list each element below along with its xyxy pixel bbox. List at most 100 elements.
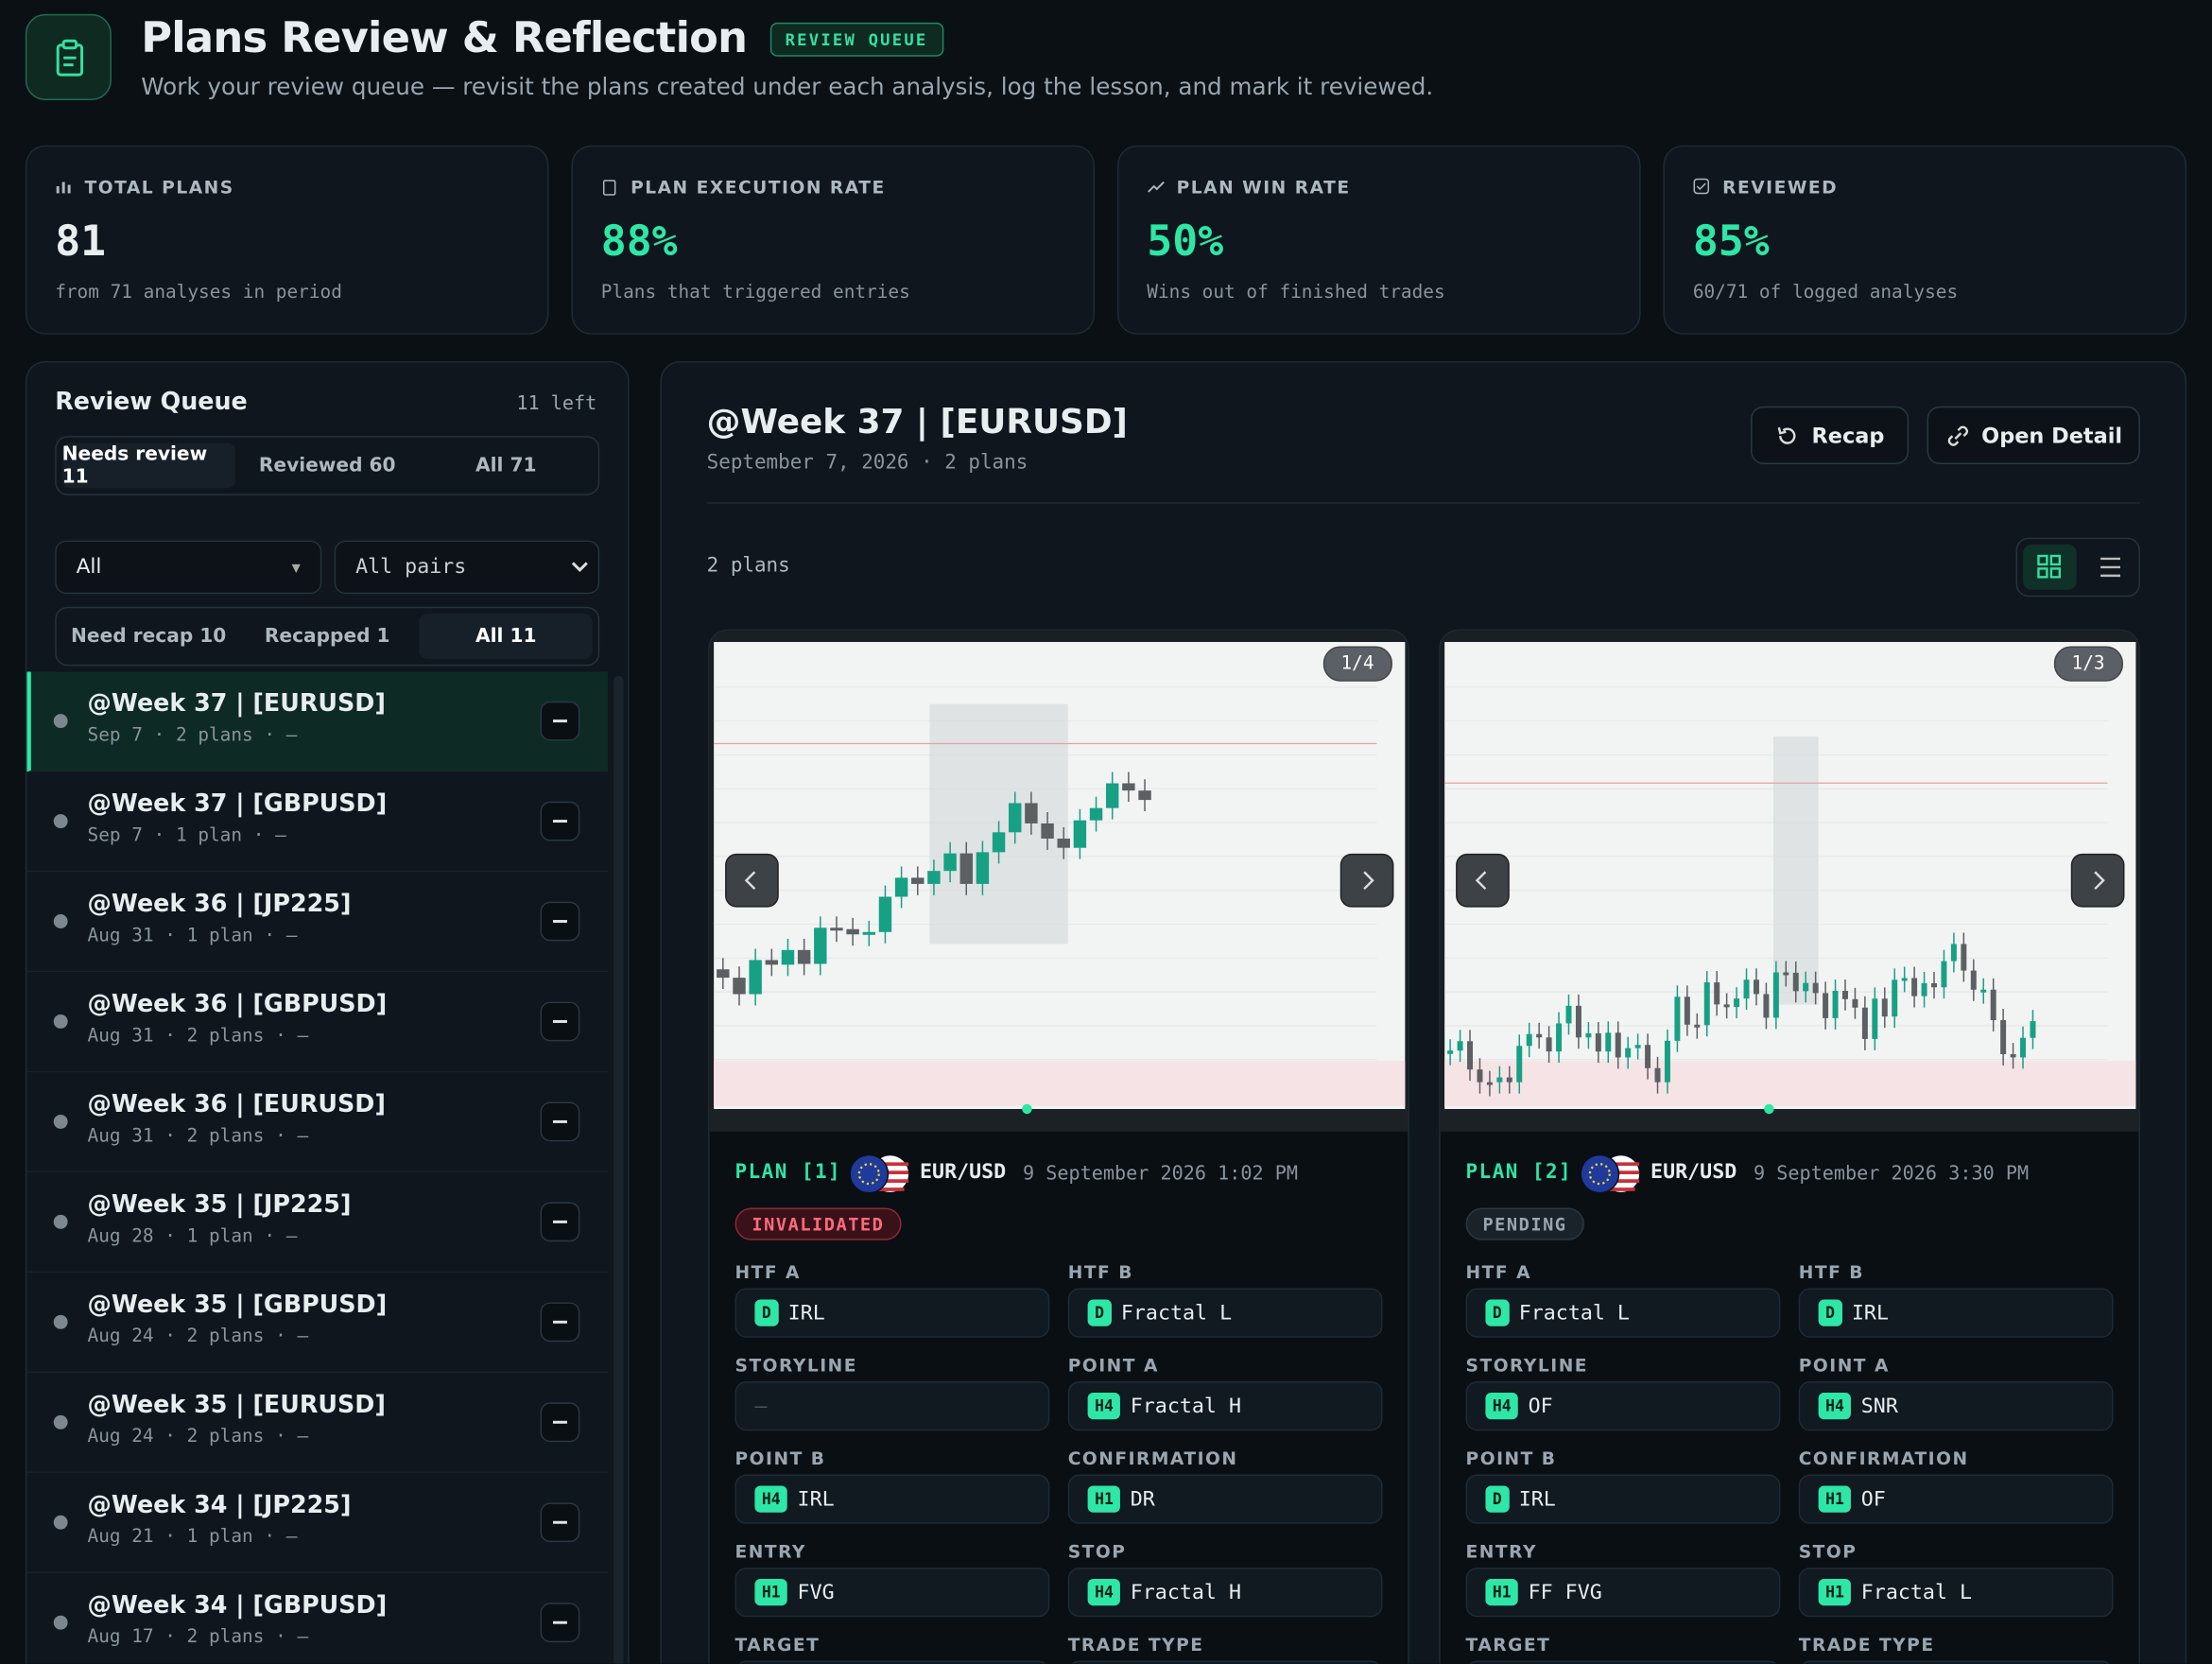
- queue-item[interactable]: @Week 35 | [GBPUSD] Aug 24 · 2 plans · —: [26, 1273, 609, 1374]
- stat-label-row: PLAN WIN RATE: [1147, 177, 1350, 198]
- field-value: Fractal H: [1130, 1581, 1242, 1604]
- field-box: H1 FF FVG: [1465, 1568, 1781, 1618]
- timeframe-tag: H1: [1818, 1485, 1852, 1513]
- clipboard-icon: [56, 39, 84, 77]
- field-value: SNR: [1860, 1395, 1898, 1418]
- item-title: @Week 36 | [GBPUSD]: [87, 990, 388, 1019]
- plan-card: 1/4 PLAN [1] EUR/USD 9 September 2026 1:02 …: [708, 629, 1409, 1664]
- recap-tab[interactable]: Need recap 10: [71, 625, 227, 648]
- plan-status: PENDING: [1465, 1207, 1584, 1240]
- item-meta: Aug 24 · 2 plans · —: [87, 1326, 309, 1348]
- stat-note: Plans that triggered entries: [600, 282, 910, 303]
- next-image[interactable]: [1339, 853, 1394, 908]
- stat-card: PLAN WIN RATE 50% Wins out of finished tra…: [1116, 145, 1641, 335]
- grid-view[interactable]: [2023, 545, 2077, 590]
- chart-screenshot: [709, 631, 1408, 1132]
- item-meta: Aug 28 · 1 plan · —: [87, 1225, 298, 1248]
- title-row: Plans Review & Reflection REVIEW QUEUE: [141, 14, 943, 63]
- item-title: @Week 35 | [EURUSD]: [87, 1391, 386, 1420]
- queue-item[interactable]: @Week 37 | [EURUSD] Sep 7 · 2 plans · —: [26, 671, 609, 772]
- stat-icon: [602, 180, 616, 196]
- item-action[interactable]: [540, 1101, 580, 1142]
- field-box: H1 FVG: [734, 1568, 1050, 1618]
- filter-select[interactable]: All ▼: [55, 540, 322, 595]
- item-action[interactable]: [540, 1402, 580, 1443]
- timeframe-tag: D: [1485, 1299, 1510, 1326]
- recap-tab[interactable]: All 11: [419, 614, 593, 659]
- pair: EUR/USD: [920, 1161, 1007, 1185]
- field-label: POINT B: [1465, 1447, 1557, 1469]
- item-meta: Aug 31 · 2 plans · —: [87, 1025, 309, 1048]
- recap-button[interactable]: Recap: [1751, 406, 1910, 464]
- timeframe-tag: H4: [1087, 1392, 1121, 1420]
- field-box: H4 OF: [1465, 1381, 1781, 1431]
- timeframe-tag: H1: [1818, 1578, 1852, 1606]
- status-dot: [53, 914, 68, 928]
- field-label: CONFIRMATION: [1067, 1447, 1238, 1469]
- item-meta: Aug 24 · 2 plans · —: [87, 1426, 309, 1448]
- field-box: H4 Fractal H: [1067, 1381, 1383, 1431]
- next-image[interactable]: [2070, 853, 2125, 908]
- stat-note: 60/71 of logged analyses: [1692, 282, 1959, 303]
- recap-icon: [1778, 426, 1796, 444]
- field-label: ENTRY: [1465, 1540, 1537, 1563]
- queue-item[interactable]: @Week 36 | [JP225] Aug 31 · 1 plan · —: [26, 872, 609, 973]
- field-box: [1067, 1660, 1383, 1664]
- item-action[interactable]: [540, 1603, 580, 1643]
- timeframe-tag: D: [1087, 1299, 1112, 1326]
- item-action[interactable]: [540, 1302, 580, 1343]
- field-value: Fractal L: [1518, 1301, 1630, 1325]
- queue-item[interactable]: @Week 34 | [JP225] Aug 21 · 1 plan · —: [26, 1473, 609, 1573]
- field-box: [1465, 1660, 1781, 1664]
- field-value: Fractal L: [1120, 1301, 1233, 1325]
- open-detail-button[interactable]: Open Detail: [1927, 406, 2140, 464]
- queue-item[interactable]: @Week 36 | [GBPUSD] Aug 31 · 2 plans · —: [26, 972, 609, 1073]
- queue-item[interactable]: @Week 34 | [GBPUSD] Aug 17 · 2 plans · —: [26, 1573, 608, 1664]
- recap-tabs: Need recap 10 Recapped 1 All 11: [55, 606, 600, 667]
- field-value: IRL: [1518, 1487, 1556, 1511]
- item-action[interactable]: [540, 901, 580, 942]
- queue-item[interactable]: @Week 36 | [EURUSD] Aug 31 · 2 plans · —: [26, 1072, 609, 1173]
- queue-item[interactable]: @Week 35 | [JP225] Aug 28 · 1 plan · —: [26, 1172, 609, 1274]
- stat-value: 85%: [1692, 217, 1770, 268]
- timeframe-tag: D: [1485, 1485, 1510, 1513]
- stat-icon: [56, 182, 71, 194]
- queue-title: Review Queue: [55, 388, 248, 417]
- status-dot: [53, 1515, 68, 1530]
- page-title: Plans Review & Reflection: [141, 13, 748, 64]
- item-action[interactable]: [540, 1001, 580, 1042]
- queue-item[interactable]: @Week 37 | [GBPUSD] Sep 7 · 1 plan · —: [26, 771, 609, 873]
- field-box: D Fractal L: [1067, 1288, 1383, 1338]
- field-box: H4 Fractal H: [1067, 1568, 1383, 1618]
- link-icon: [1947, 425, 1968, 445]
- prev-image[interactable]: [1456, 853, 1510, 908]
- item-action[interactable]: [540, 801, 580, 841]
- queue-item[interactable]: @Week 35 | [EURUSD] Aug 24 · 2 plans · —: [26, 1373, 609, 1474]
- field-label: TARGET: [734, 1634, 821, 1655]
- timeframe-tag: H1: [754, 1578, 788, 1606]
- timeframe-tag: H1: [1087, 1485, 1121, 1513]
- item-action[interactable]: [540, 701, 580, 741]
- field-value: IRL: [787, 1301, 825, 1325]
- timeframe-tag: H4: [1087, 1578, 1121, 1606]
- field-box: [1798, 1660, 2114, 1664]
- pair-select[interactable]: All pairs: [334, 540, 600, 595]
- item-action[interactable]: [540, 1202, 580, 1242]
- status-dot: [53, 714, 68, 729]
- filter-value: All: [76, 555, 102, 579]
- review-tab[interactable]: Reviewed 60: [258, 454, 396, 477]
- item-meta: Sep 7 · 1 plan · —: [87, 825, 286, 847]
- list-view[interactable]: [2082, 545, 2136, 590]
- prev-image[interactable]: [725, 853, 779, 908]
- recap-tab[interactable]: Recapped 1: [264, 625, 390, 648]
- chevron-right: [1363, 871, 1374, 891]
- timeframe-tag: H4: [754, 1485, 788, 1513]
- image-counter: 1/3: [2053, 646, 2123, 682]
- timeframe-tag: D: [754, 1299, 779, 1326]
- flag-icon: [1580, 1153, 1640, 1194]
- stat-value: 50%: [1147, 217, 1224, 268]
- review-tab[interactable]: Needs review 11: [61, 442, 235, 489]
- item-action[interactable]: [540, 1502, 580, 1543]
- review-tab[interactable]: All 71: [475, 454, 537, 477]
